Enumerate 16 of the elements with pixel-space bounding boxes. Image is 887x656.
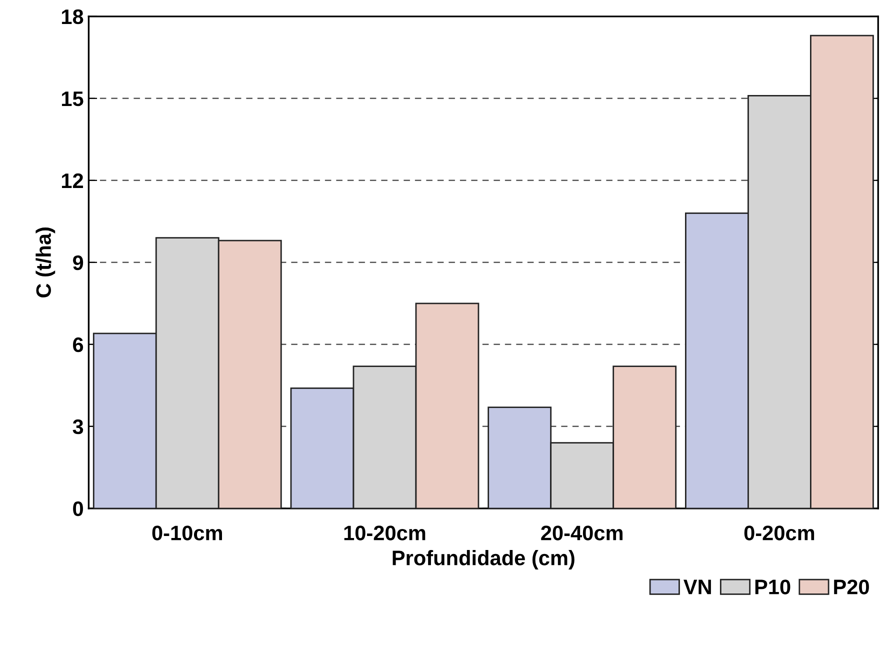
y-tick-label: 6	[73, 337, 84, 352]
y-tick-label: 9	[72, 255, 84, 270]
legend-label: P20	[834, 580, 869, 594]
x-tick-label: 0-10cm	[152, 526, 222, 540]
y-tick-label: 15	[62, 92, 84, 106]
x-tick-label: 0-20cm	[744, 526, 814, 540]
x-axis-title: Profundidade (cm)	[392, 550, 574, 570]
legend-label: VN	[684, 580, 711, 594]
y-tick-label: 12	[62, 173, 84, 188]
y-tick-label: 0	[73, 501, 83, 516]
legend-label: P10	[755, 580, 790, 594]
x-tick-label: 10-20cm	[344, 526, 426, 540]
y-axis-title: C (t/ha)	[36, 228, 56, 298]
y-tick-label: 3	[72, 419, 84, 434]
x-tick-label: 20-40cm	[541, 526, 623, 540]
y-tick-label: 18	[62, 9, 84, 24]
